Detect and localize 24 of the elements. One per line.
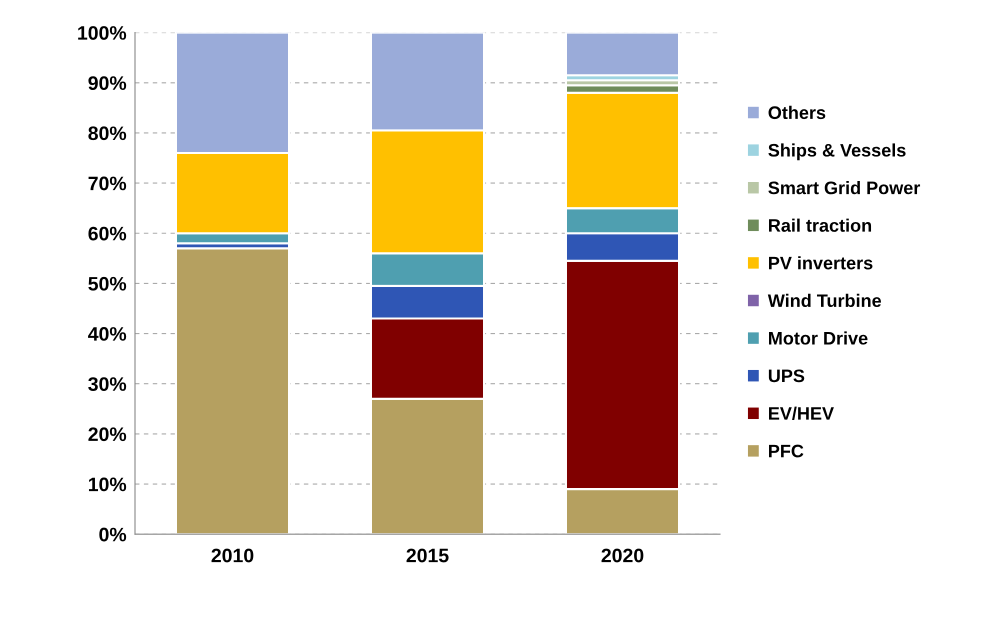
y-tick-label: 90% — [88, 76, 126, 90]
y-tick-label: 40% — [88, 327, 126, 341]
y-tick-label: 50% — [88, 276, 126, 291]
y-tick-label: 80% — [88, 126, 126, 140]
legend-label: PFC — [769, 444, 804, 458]
y-tick-label: 10% — [88, 478, 126, 492]
y-tick-label: 70% — [88, 176, 126, 190]
x-tick-label: 2015 — [406, 548, 449, 562]
y-tick-label: 30% — [88, 377, 126, 391]
y-tick-label: 0% — [99, 528, 126, 542]
legend-label: Ships & Vessels — [768, 143, 906, 160]
y-tick-label: 20% — [88, 427, 126, 442]
legend-label: Wind Turbine — [768, 294, 882, 308]
x-tick-label: 2010 — [212, 548, 254, 562]
legend-label: Smart Grid Power — [768, 181, 920, 194]
y-tick-label: 100% — [78, 26, 126, 40]
legend-label: PV inverters — [769, 256, 872, 270]
legend-label: EV/HEV — [769, 406, 834, 420]
legend-label: Motor Drive — [769, 331, 868, 345]
legend-label: Rail traction — [769, 218, 872, 232]
x-tick-label: 2020 — [602, 548, 644, 562]
y-tick-label: 60% — [88, 226, 126, 240]
legend-label: UPS — [768, 369, 804, 382]
legend-label: Others — [768, 106, 826, 120]
